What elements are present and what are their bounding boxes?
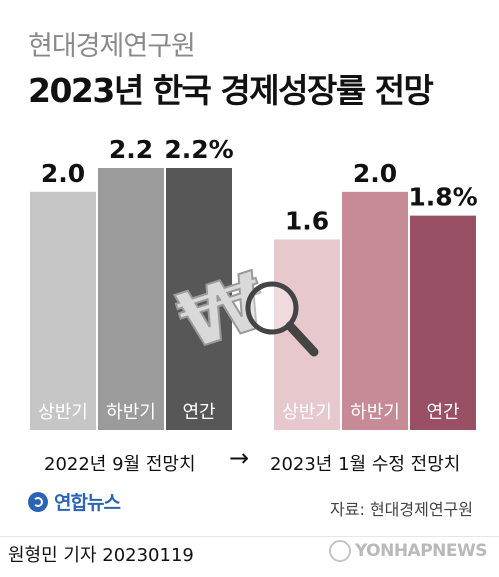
category-label: 상반기 — [38, 402, 88, 423]
bar-2023-0 — [274, 239, 340, 430]
magnifier-icon — [245, 281, 319, 357]
bottom-bar — [0, 536, 499, 577]
value-label: 2.0 — [353, 159, 397, 188]
value-label: 2.2 — [109, 135, 153, 164]
value-label: 1.6 — [285, 206, 329, 235]
value-label: 2.0 — [41, 159, 85, 188]
bar-2023-1 — [342, 191, 408, 430]
bar-2022-0 — [30, 191, 96, 430]
value-label: 1.8% — [408, 183, 477, 212]
source-note: 자료: 현대경제연구원 — [330, 500, 473, 519]
watermark-text: YONHAPNEWS — [354, 541, 488, 561]
chart-subtitle: 현대경제연구원 — [28, 31, 196, 62]
watermark-icon — [328, 540, 351, 562]
reporter-credit: 원형민 기자 20230119 — [8, 545, 194, 566]
category-label: 연간 — [182, 402, 215, 423]
yonhap-logo: 연합뉴스 — [28, 488, 121, 515]
yonhap-logo-icon — [28, 491, 48, 512]
watermark: YONHAPNEWS — [328, 540, 488, 562]
bar-2023-2 — [410, 215, 476, 430]
category-label: 상반기 — [282, 402, 332, 423]
arrow-right-icon: → — [229, 444, 250, 472]
group-label-2022: 2022년 9월 전망치 — [44, 454, 196, 475]
value-label: 2.2% — [164, 135, 233, 164]
category-label: 연간 — [426, 402, 459, 423]
group-label-2023: 2023년 1월 수정 전망치 — [270, 454, 461, 475]
chart-title: 2023년 한국 경제성장률 전망 — [28, 71, 434, 110]
yonhap-logo-text: 연합뉴스 — [54, 492, 121, 514]
bar-2022-1 — [98, 168, 164, 430]
bar-2022-2 — [166, 168, 232, 430]
category-label: 하반기 — [106, 402, 156, 423]
category-label: 하반기 — [350, 402, 400, 423]
